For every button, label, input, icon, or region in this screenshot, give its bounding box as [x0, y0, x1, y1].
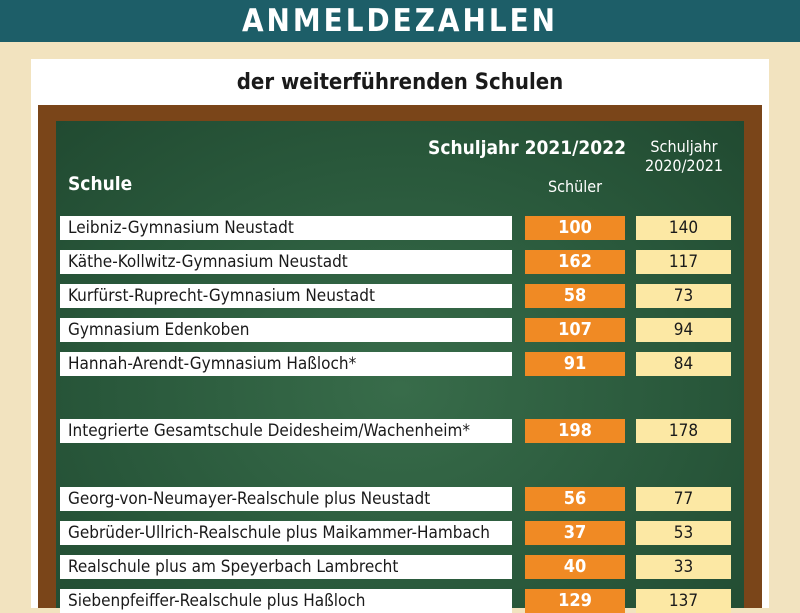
current-year-value: 100 [525, 216, 625, 240]
current-year-value: 129 [525, 589, 625, 613]
previous-year-value: 140 [636, 216, 731, 240]
page-subtitle: der weiterführenden Schulen [236, 70, 564, 95]
previous-year-value: 137 [636, 589, 731, 613]
table-row: Georg-von-Neumayer-Realschule plus Neust… [0, 487, 800, 511]
previous-year-value: 33 [636, 555, 731, 579]
current-year-value: 198 [525, 419, 625, 443]
table-row: Siebenpfeiffer-Realschule plus Haßloch 1… [0, 589, 800, 613]
current-year-value: 37 [525, 521, 625, 545]
table-row: Kurfürst-Ruprecht-Gymnasium Neustadt 58 … [0, 284, 800, 308]
school-name: Kurfürst-Ruprecht-Gymnasium Neustadt [60, 284, 512, 308]
previous-year-value: 77 [636, 487, 731, 511]
previous-year-value: 117 [636, 250, 731, 274]
school-name: Gebrüder-Ullrich-Realschule plus Maikamm… [60, 521, 512, 545]
current-year-value: 58 [525, 284, 625, 308]
table-row: Hannah-Arendt-Gymnasium Haßloch* 91 84 [0, 352, 800, 376]
current-year-value: 107 [525, 318, 625, 342]
table-row: Realschule plus am Speyerbach Lambrecht … [0, 555, 800, 579]
column-header-school: Schule [68, 173, 133, 195]
table-row: Käthe-Kollwitz-Gymnasium Neustadt 162 11… [0, 250, 800, 274]
previous-year-value: 53 [636, 521, 731, 545]
current-year-value: 40 [525, 555, 625, 579]
previous-year-value: 178 [636, 419, 731, 443]
current-year-value: 91 [525, 352, 625, 376]
header-bar [0, 0, 800, 42]
school-name: Realschule plus am Speyerbach Lambrecht [60, 555, 512, 579]
current-year-value: 162 [525, 250, 625, 274]
previous-year-value: 84 [636, 352, 731, 376]
table-row: Gymnasium Edenkoben 107 94 [0, 318, 800, 342]
school-name: Leibniz-Gymnasium Neustadt [60, 216, 512, 240]
school-name: Hannah-Arendt-Gymnasium Haßloch* [60, 352, 512, 376]
column-header-previous-year-line1: Schuljahr [650, 137, 718, 156]
school-name: Integrierte Gesamtschule Deidesheim/Wach… [60, 419, 512, 443]
school-name: Georg-von-Neumayer-Realschule plus Neust… [60, 487, 512, 511]
current-year-value: 56 [525, 487, 625, 511]
column-header-previous-year-line2: 2020/2021 [644, 156, 724, 175]
previous-year-value: 73 [636, 284, 731, 308]
school-name: Käthe-Kollwitz-Gymnasium Neustadt [60, 250, 512, 274]
previous-year-value: 94 [636, 318, 731, 342]
table-row: Leibniz-Gymnasium Neustadt 100 140 [0, 216, 800, 240]
page-title: ANMELDEZAHLEN [241, 3, 559, 39]
school-name: Gymnasium Edenkoben [60, 318, 512, 342]
column-subheader-students: Schüler [547, 177, 603, 196]
table-row: Integrierte Gesamtschule Deidesheim/Wach… [0, 419, 800, 443]
column-header-current-year: Schuljahr 2021/2022 [428, 137, 626, 159]
school-name: Siebenpfeiffer-Realschule plus Haßloch [60, 589, 512, 613]
table-row: Gebrüder-Ullrich-Realschule plus Maikamm… [0, 521, 800, 545]
